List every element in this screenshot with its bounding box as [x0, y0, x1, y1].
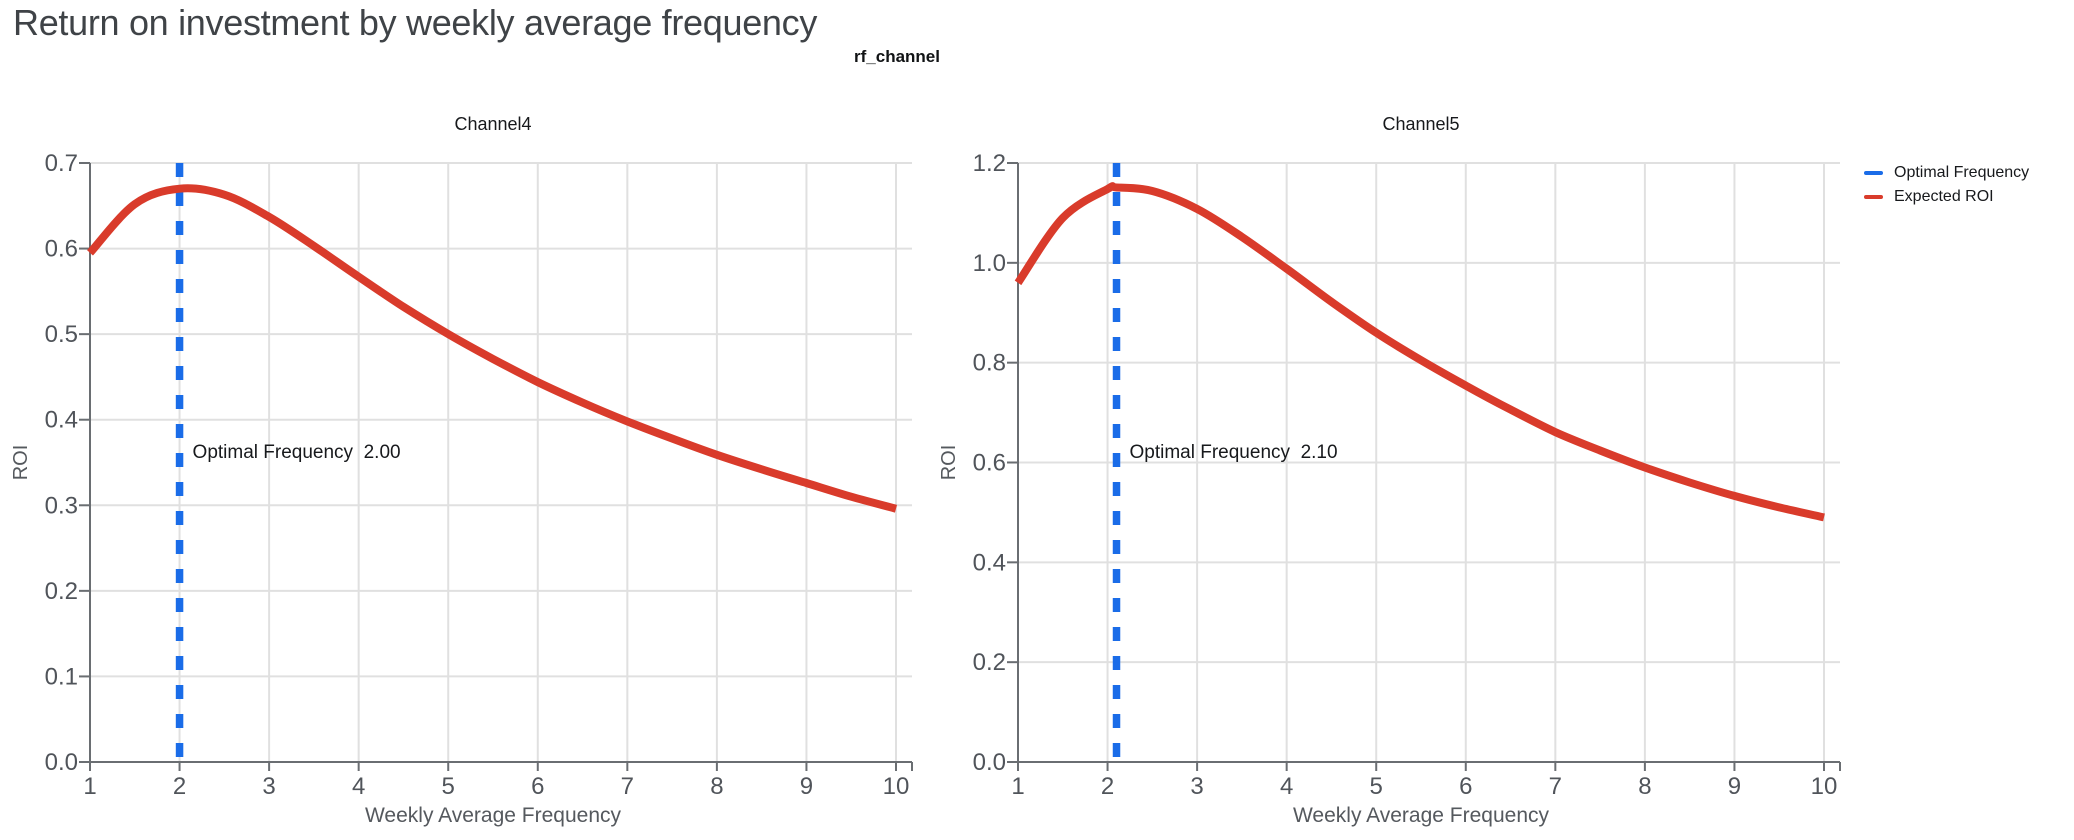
chart-channel4: 1 2 3 4 5 6 7 8 9 10 0.0 0.1 0.2 0.3 0.4 0.5 0.6 0.7 Optim… — [10, 114, 913, 827]
x-tick-label: 10 — [1811, 773, 1838, 800]
chart-channel5: 1 2 3 4 5 6 7 8 9 10 0.0 0.2 0.4 0.6 0.8 1.0 1.2 Optimal … — [938, 114, 1841, 827]
x-tick-label: 3 — [1190, 773, 1203, 800]
x-tick-label: 4 — [352, 773, 365, 800]
y-axis-title: ROI — [938, 445, 960, 481]
x-tick-label: 7 — [1549, 773, 1562, 800]
optimal-frequency-annotation: Optimal Frequency 2.00 — [193, 442, 401, 463]
y-tick-label: 0.2 — [973, 649, 1006, 676]
legend-item-optimal-frequency[interactable]: Optimal Frequency — [1864, 161, 2029, 185]
x-tick-label: 1 — [1011, 773, 1024, 800]
y-tick-label: 0.4 — [45, 407, 78, 434]
y-tick-label: 0.7 — [45, 150, 78, 177]
x-tick-label: 3 — [262, 773, 275, 800]
y-tick-label: 0.3 — [45, 492, 78, 519]
x-tick-label: 7 — [621, 773, 634, 800]
optimal-frequency-annotation: Optimal Frequency 2.10 — [1130, 442, 1338, 463]
page-title: Return on investment by weekly average f… — [13, 2, 818, 43]
facet-title: Channel5 — [1382, 114, 1459, 134]
x-axis-title: Weekly Average Frequency — [1293, 804, 1550, 827]
x-tick-label: 2 — [1101, 773, 1114, 800]
y-tick-label: 1.2 — [973, 150, 1006, 177]
legend-label-optimal-frequency: Optimal Frequency — [1894, 164, 2030, 181]
x-tick-label: 10 — [883, 773, 910, 800]
x-tick-label: 5 — [1370, 773, 1383, 800]
x-tick-label: 8 — [710, 773, 723, 800]
legend-item-expected-roi[interactable]: Expected ROI — [1864, 185, 2029, 209]
facet-title: Channel4 — [454, 114, 531, 134]
y-tick-label: 1.0 — [973, 250, 1006, 277]
x-tick-label: 6 — [531, 773, 544, 800]
x-tick-label: 4 — [1280, 773, 1293, 800]
y-tick-label: 0.6 — [973, 450, 1006, 477]
x-tick-label: 2 — [173, 773, 186, 800]
facet-group-title: rf_channel — [854, 47, 940, 66]
legend-label-expected-roi: Expected ROI — [1894, 188, 1994, 205]
expected-roi-line-swatch — [1864, 195, 1883, 199]
y-tick-label: 0.5 — [45, 321, 78, 348]
y-tick-label: 0.6 — [45, 236, 78, 263]
expected-roi-curve — [87, 184, 898, 513]
y-tick-label: 0.0 — [973, 749, 1006, 776]
x-axis-title: Weekly Average Frequency — [365, 804, 622, 827]
y-tick-label: 0.0 — [45, 749, 78, 776]
y-axis-title: ROI — [10, 445, 32, 481]
x-tick-label: 6 — [1459, 773, 1472, 800]
y-tick-label: 0.4 — [973, 549, 1006, 576]
x-tick-label: 1 — [83, 773, 96, 800]
y-tick-label: 0.2 — [45, 578, 78, 605]
x-tick-label: 9 — [800, 773, 813, 800]
optimal-frequency-line-swatch — [1864, 171, 1883, 175]
legend: Optimal Frequency Expected ROI — [1864, 161, 2029, 209]
expected-roi-curve — [1014, 182, 1825, 522]
x-tick-label: 9 — [1728, 773, 1741, 800]
y-tick-label: 0.1 — [45, 663, 78, 690]
y-tick-label: 0.8 — [973, 350, 1006, 377]
x-tick-label: 8 — [1638, 773, 1651, 800]
x-tick-label: 5 — [442, 773, 455, 800]
